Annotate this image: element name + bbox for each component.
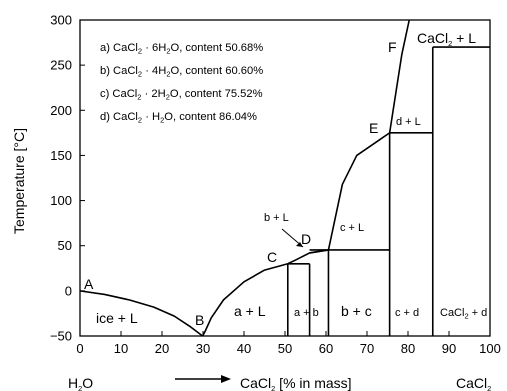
region-ice-l: ice + L [96,310,138,326]
note-c: c) CaCl2 · 2H2O, content 75.52% [100,88,263,102]
x-axis-title: CaCl2 [% in mass] [240,375,352,391]
note-a: a) CaCl2 · 6H2O, content 50.68% [100,42,263,56]
region-labels: ice + L a + L a + b b + c c + L b + L c … [96,30,487,326]
region-a-b: a + b [294,307,319,319]
x-tick-label: 80 [401,341,415,356]
y-axis-title: Temperature [°C] [11,128,27,234]
point-label-d: D [301,231,311,247]
region-cacl2-d: CaCl2 + d [440,307,487,321]
phase-boundaries [79,19,490,337]
region-b-c: b + c [341,303,372,319]
x-tick-label: 40 [237,341,251,356]
y-tick-label: 150 [50,148,72,163]
liquidus-curve-monohydrate [388,19,411,133]
x-tick-label: 20 [155,341,169,356]
y-tick-label: 50 [58,238,72,253]
note-b: b) CaCl2 · 4H2O, content 60.60% [100,65,263,79]
hydrate-legend: a) CaCl2 · 6H2O, content 50.68% b) CaCl2… [100,42,263,125]
x-tick-label: 90 [442,341,456,356]
x-tick-label: 0 [76,341,83,356]
point-label-e: E [369,120,378,136]
x-left-label: H2O [68,375,93,391]
point-label-b: B [195,312,204,328]
x-right-label: CaCl2 [456,375,491,391]
y-tick-label: 250 [50,58,72,73]
y-tick-label: 200 [50,103,72,118]
x-tick-label: 100 [479,341,501,356]
liquidus-curve-hexahydrate [201,249,329,337]
x-tick-label: 10 [114,341,128,356]
point-label-a: A [84,276,94,292]
point-labels: A B C D E F [84,39,397,328]
liquidus-curve-dihydrate [309,132,391,254]
b-l-pointer [281,228,304,248]
liquidus-curve-ice [79,290,204,337]
x-tick-label: 50 [278,341,292,356]
y-tick-label: 100 [50,193,72,208]
y-tick-label: 0 [65,283,72,298]
axis-ticks: 0 10 20 30 40 50 60 70 80 90 100 −50 0 50 100 150 200 250… [50,13,501,357]
region-d-l: d + L [396,116,421,128]
x-tick-label: 70 [360,341,374,356]
point-label-f: F [388,39,397,55]
y-tick-label: 300 [50,13,72,28]
region-c-d: c + d [395,307,419,319]
region-a-l: a + L [234,303,266,319]
x-tick-label: 30 [196,341,210,356]
region-cacl2-l: CaCl2 + L [417,30,476,48]
x-tick-label: 60 [319,341,333,356]
region-b-l: b + L [264,212,289,224]
x-axis-arrow [175,375,231,383]
y-tick-label: −50 [50,329,72,344]
region-c-l: c + L [340,222,364,234]
point-label-c: C [267,249,277,265]
note-d: d) CaCl2 · H2O, content 86.04% [100,111,257,125]
